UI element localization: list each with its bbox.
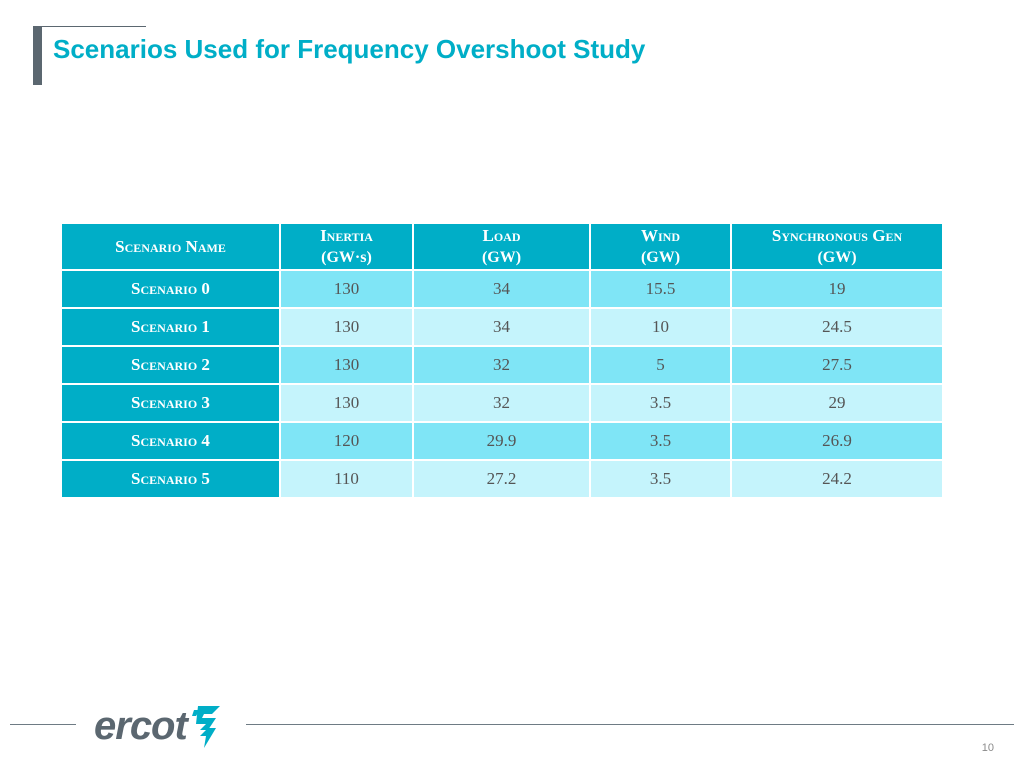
footer-rule-left: [10, 724, 76, 725]
cell-wind: 3.5: [589, 459, 732, 499]
table-row: Scenario 3 130 32 3.5 29: [60, 383, 944, 423]
table-row: Scenario 1 130 34 10 24.5: [60, 307, 944, 347]
cell-inertia: 110: [279, 459, 414, 499]
cell-wind: 10: [589, 307, 732, 347]
table-row: Scenario 5 110 27.2 3.5 24.2: [60, 459, 944, 499]
row-scenario-name: Scenario 1: [60, 307, 281, 347]
row-scenario-name: Scenario 5: [60, 459, 281, 499]
cell-load: 34: [412, 269, 591, 309]
texas-bolt-icon: [191, 706, 220, 748]
cell-inertia: 130: [279, 269, 414, 309]
header-unit: (GW): [640, 248, 681, 266]
slide-title: Scenarios Used for Frequency Overshoot S…: [53, 34, 646, 64]
ercot-logo: ercot: [94, 700, 224, 752]
cell-inertia: 130: [279, 345, 414, 385]
header-inertia: Inertia (GW·s): [279, 222, 414, 271]
table-row: Scenario 4 120 29.9 3.5 26.9: [60, 421, 944, 461]
table-header-row: Scenario Name Inertia (GW·s) Load (GW) Win…: [60, 222, 944, 271]
cell-sync-gen: 27.5: [730, 345, 944, 385]
cell-inertia: 130: [279, 307, 414, 347]
header-unit: (GW·s): [321, 248, 372, 266]
row-scenario-name: Scenario 4: [60, 421, 281, 461]
footer-rule-right: [246, 724, 1014, 725]
scenarios-table: Scenario Name Inertia (GW·s) Load (GW) Win…: [60, 222, 944, 499]
cell-sync-gen: 29: [730, 383, 944, 423]
cell-sync-gen: 24.5: [730, 307, 944, 347]
header-synchronous-gen: Synchronous Gen (GW): [730, 222, 944, 271]
cell-load: 32: [412, 383, 591, 423]
row-scenario-name: Scenario 0: [60, 269, 281, 309]
row-scenario-name: Scenario 3: [60, 383, 281, 423]
page-number: 10: [981, 742, 994, 754]
cell-load: 32: [412, 345, 591, 385]
cell-sync-gen: 26.9: [730, 421, 944, 461]
header-wind: Wind (GW): [589, 222, 732, 271]
table-row: Scenario 2 130 32 5 27.5: [60, 345, 944, 385]
cell-inertia: 130: [279, 383, 414, 423]
cell-wind: 15.5: [589, 269, 732, 309]
cell-sync-gen: 19: [730, 269, 944, 309]
cell-load: 27.2: [412, 459, 591, 499]
cell-wind: 5: [589, 345, 732, 385]
title-accent-bar: [33, 26, 42, 85]
cell-load: 34: [412, 307, 591, 347]
cell-load: 29.9: [412, 421, 591, 461]
cell-wind: 3.5: [589, 421, 732, 461]
header-unit: (GW): [817, 248, 857, 266]
table-row: Scenario 0 130 34 15.5 19: [60, 269, 944, 309]
cell-sync-gen: 24.2: [730, 459, 944, 499]
title-top-rule: [42, 26, 146, 27]
logo-wordmark: ercot: [94, 704, 188, 748]
row-scenario-name: Scenario 2: [60, 345, 281, 385]
header-load: Load (GW): [412, 222, 591, 271]
header-unit: (GW): [481, 248, 522, 266]
cell-inertia: 120: [279, 421, 414, 461]
cell-wind: 3.5: [589, 383, 732, 423]
header-scenario-name: Scenario Name: [60, 222, 281, 271]
